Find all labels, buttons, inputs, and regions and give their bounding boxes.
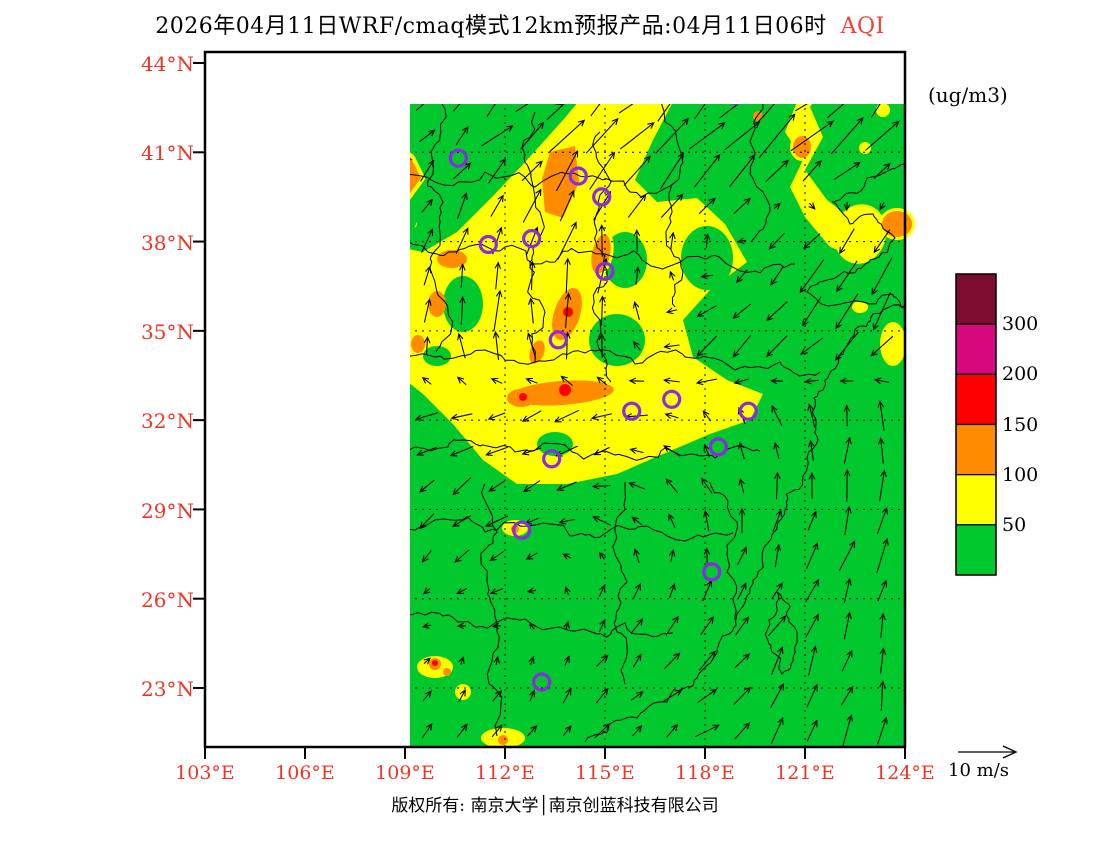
title-text: 2026年04月11日WRF/cmaq模式12km预报产品:04月11日06时 <box>155 14 827 39</box>
copyright-text: 版权所有: 南京大学│南京创蓝科技有限公司 <box>391 796 719 816</box>
y-tick-35n: 35°N <box>141 320 194 344</box>
y-tick-44n: 44°N <box>141 52 194 76</box>
x-tick-109e: 109°E <box>375 762 435 784</box>
y-tick-26n: 26°N <box>141 588 194 612</box>
legend-label-100: 100 <box>1002 464 1039 486</box>
legend-label-200: 200 <box>1002 363 1039 385</box>
y-tick-41n: 41°N <box>141 141 194 165</box>
x-tick-124e: 124°E <box>875 762 935 784</box>
x-tick-118e: 118°E <box>675 762 735 784</box>
x-tick-103e: 103°E <box>175 762 235 784</box>
x-tick-121e: 121°E <box>775 762 835 784</box>
y-tick-32n: 32°N <box>141 409 194 433</box>
x-tick-112e: 112°E <box>475 762 535 784</box>
y-tick-38n: 38°N <box>141 231 194 255</box>
page-title: 2026年04月11日WRF/cmaq模式12km预报产品:04月11日06时 A… <box>120 8 920 40</box>
legend-label-300: 300 <box>1002 313 1039 335</box>
x-tick-115e: 115°E <box>575 762 635 784</box>
legend-label-150: 150 <box>1002 414 1039 436</box>
y-tick-29n: 29°N <box>141 499 194 523</box>
x-tick-106e: 106°E <box>275 762 335 784</box>
y-tick-23n: 23°N <box>141 677 194 701</box>
wind-scale-label: 10 m/s <box>948 760 1009 781</box>
title-pollutant-label: AQI <box>840 14 885 39</box>
legend-unit-label: (ug/m3) <box>928 83 1008 107</box>
legend-label-50: 50 <box>1002 514 1027 536</box>
